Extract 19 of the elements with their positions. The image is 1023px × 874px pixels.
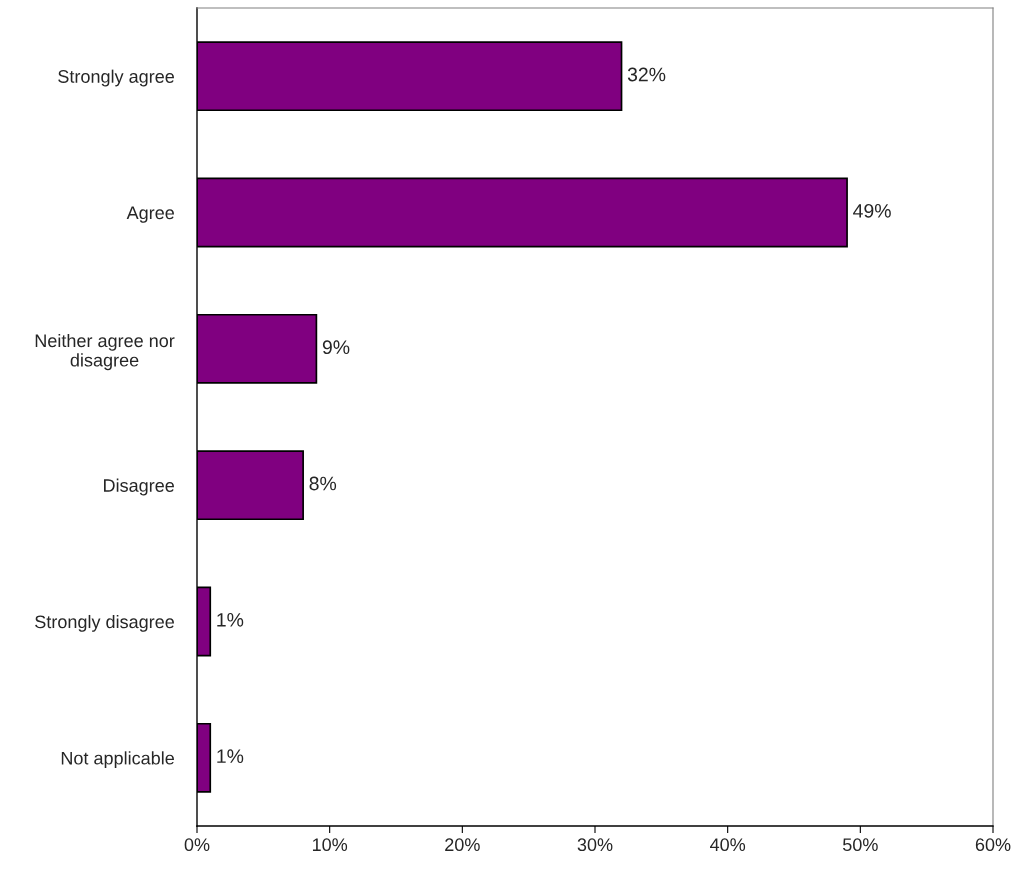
x-tick-label: 50% [842, 838, 878, 852]
x-tick-label: 0% [184, 838, 210, 852]
data-label: 49% [853, 203, 891, 218]
data-label: 1% [217, 613, 244, 627]
y-tick-label: Strongly disagree [35, 614, 174, 632]
data-label: 9% [322, 340, 350, 355]
x-tick-label: 10% [312, 838, 348, 852]
data-label: 8% [309, 476, 337, 491]
x-tick-label: 20% [445, 838, 480, 852]
y-tick-label: Disagree [104, 478, 174, 496]
y-tick-label: Neither agree nor disagree [35, 333, 175, 371]
x-tick-label: 40% [710, 838, 746, 852]
data-label: 1% [217, 749, 244, 763]
y-tick-label: Strongly agree [58, 69, 174, 87]
y-tick-label: Not applicable [61, 751, 174, 769]
y-tick-label: Agree [126, 206, 174, 223]
x-tick-label: 60% [975, 838, 1011, 852]
data-label: 32% [627, 67, 666, 82]
x-tick-label: 30% [577, 838, 613, 852]
